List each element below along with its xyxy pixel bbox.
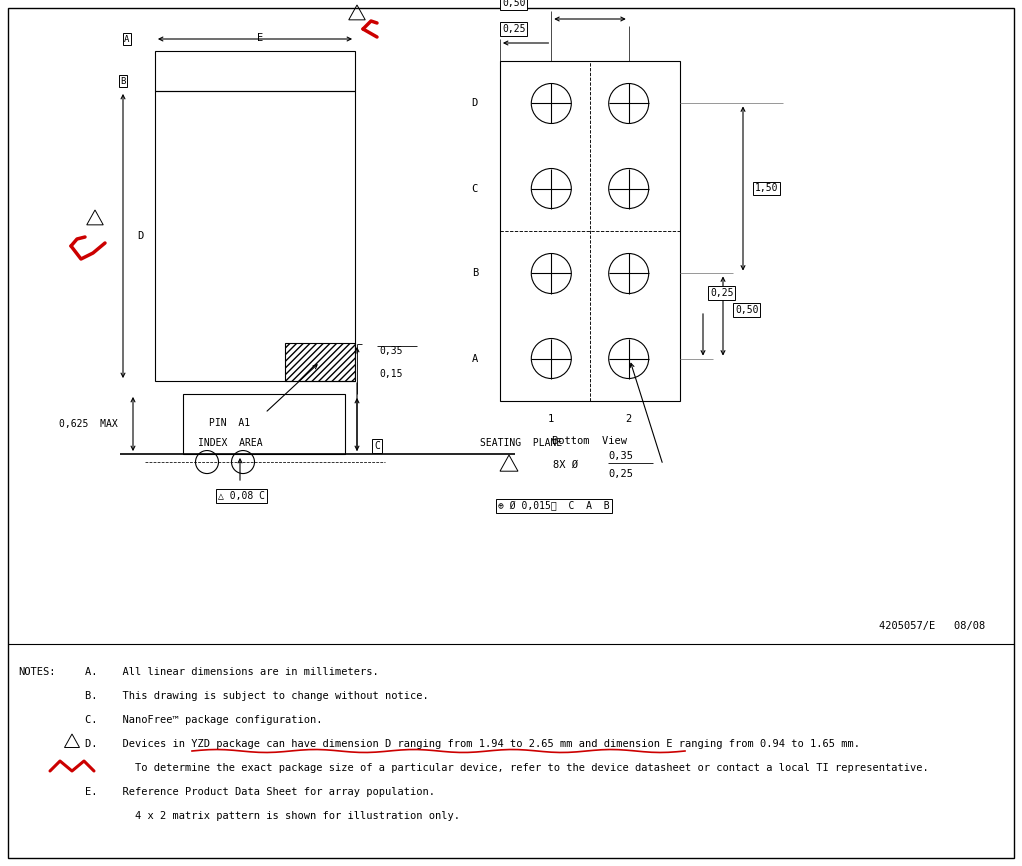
Text: PIN  A1: PIN A1 xyxy=(210,418,250,428)
Text: 0,25: 0,25 xyxy=(502,24,525,34)
Text: △ 0,08 C: △ 0,08 C xyxy=(218,491,265,501)
Text: NOTES:: NOTES: xyxy=(18,667,55,677)
Text: Bottom  View: Bottom View xyxy=(553,436,628,446)
Text: INDEX  AREA: INDEX AREA xyxy=(197,438,263,448)
Text: E.    Reference Product Data Sheet for array population.: E. Reference Product Data Sheet for arra… xyxy=(85,787,435,797)
Text: 0,50: 0,50 xyxy=(735,305,758,315)
Text: B.    This drawing is subject to change without notice.: B. This drawing is subject to change wit… xyxy=(85,691,429,701)
Text: ⊕ Ø 0,015Ⓜ  C  A  B: ⊕ Ø 0,015Ⓜ C A B xyxy=(498,501,610,511)
Text: E: E xyxy=(257,33,263,43)
Text: 4205057/E   08/08: 4205057/E 08/08 xyxy=(879,621,985,631)
Text: 2: 2 xyxy=(625,414,632,424)
Bar xyxy=(285,343,355,381)
Text: 8X Ø: 8X Ø xyxy=(553,460,578,470)
Text: To determine the exact package size of a particular device, refer to the device : To determine the exact package size of a… xyxy=(85,763,929,773)
Text: 0,50: 0,50 xyxy=(502,0,525,8)
Text: A.    All linear dimensions are in millimeters.: A. All linear dimensions are in millimet… xyxy=(85,667,379,677)
Bar xyxy=(183,394,345,454)
Text: 0,15: 0,15 xyxy=(379,369,403,379)
Text: 0,35: 0,35 xyxy=(608,451,633,461)
Text: A: A xyxy=(125,35,130,43)
Text: 0,35: 0,35 xyxy=(379,346,403,356)
Text: B: B xyxy=(121,76,126,86)
Text: C.    NanoFree™ package configuration.: C. NanoFree™ package configuration. xyxy=(85,715,323,725)
Text: D.    Devices in YZD package can have dimension D ranging from 1.94 to 2.65 mm a: D. Devices in YZD package can have dimen… xyxy=(85,739,860,749)
Text: 1: 1 xyxy=(548,414,554,424)
Text: D: D xyxy=(137,231,143,241)
Text: 1,50: 1,50 xyxy=(755,184,779,193)
Text: C: C xyxy=(472,184,478,193)
Text: 0,25: 0,25 xyxy=(608,469,633,479)
Text: B: B xyxy=(472,268,478,279)
Bar xyxy=(155,91,355,381)
Text: 4 x 2 matrix pattern is shown for illustration only.: 4 x 2 matrix pattern is shown for illust… xyxy=(85,811,460,821)
Text: D: D xyxy=(472,99,478,108)
Text: A: A xyxy=(472,353,478,364)
Bar xyxy=(155,51,355,91)
Text: 0,25: 0,25 xyxy=(710,288,734,298)
Text: 0,625  MAX: 0,625 MAX xyxy=(58,419,118,429)
Bar xyxy=(500,61,680,401)
Text: C: C xyxy=(374,441,380,451)
Text: SEATING  PLANE: SEATING PLANE xyxy=(480,438,562,448)
